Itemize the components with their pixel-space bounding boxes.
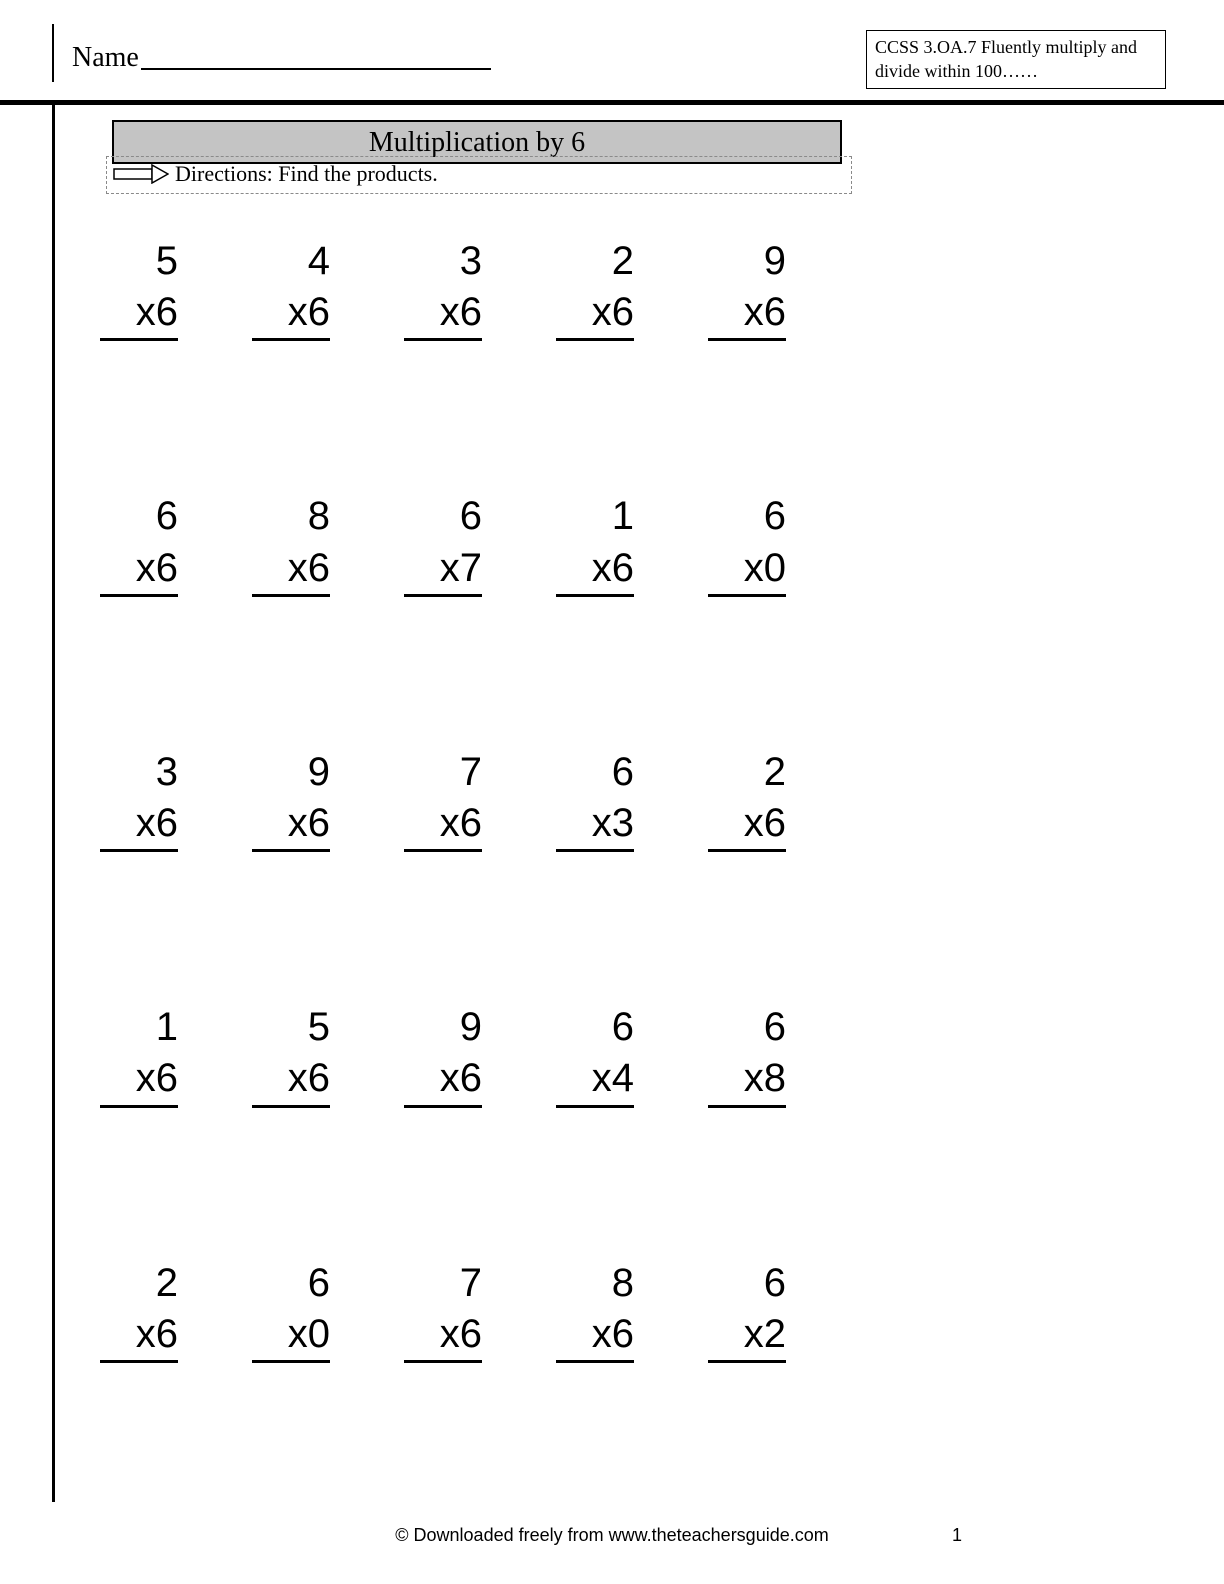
multiplication-problem: 2x6 bbox=[100, 1258, 178, 1363]
multiplier-row: x0 bbox=[252, 1309, 330, 1363]
multiplicand: 6 bbox=[252, 1258, 330, 1309]
multiplication-problem: 5x6 bbox=[100, 236, 178, 341]
problems-grid: 5x64x63x62x69x66x68x66x71x66x03x69x67x66… bbox=[100, 236, 860, 1363]
multiplier-row: x0 bbox=[708, 543, 786, 597]
multiplicand: 6 bbox=[100, 491, 178, 542]
multiplicand: 9 bbox=[404, 1002, 482, 1053]
multiplication-problem: 1x6 bbox=[556, 491, 634, 596]
multiplier-row: x6 bbox=[252, 1053, 330, 1107]
multiplier-row: x6 bbox=[100, 798, 178, 852]
arrow-right-icon bbox=[113, 164, 169, 184]
multiplicand: 5 bbox=[252, 1002, 330, 1053]
multiplication-problem: 9x6 bbox=[404, 1002, 482, 1107]
multiplication-problem: 6x8 bbox=[708, 1002, 786, 1107]
multiplication-problem: 7x6 bbox=[404, 1258, 482, 1363]
multiplier-row: x3 bbox=[556, 798, 634, 852]
multiplication-problem: 5x6 bbox=[252, 1002, 330, 1107]
multiplication-problem: 6x2 bbox=[708, 1258, 786, 1363]
directions-box: Directions: Find the products. bbox=[106, 156, 852, 194]
multiplier-row: x6 bbox=[100, 287, 178, 341]
multiplication-problem: 1x6 bbox=[100, 1002, 178, 1107]
multiplication-problem: 2x6 bbox=[708, 747, 786, 852]
multiplication-problem: 8x6 bbox=[556, 1258, 634, 1363]
multiplier-row: x6 bbox=[708, 798, 786, 852]
multiplicand: 9 bbox=[252, 747, 330, 798]
multiplier-row: x6 bbox=[556, 1309, 634, 1363]
multiplicand: 1 bbox=[556, 491, 634, 542]
multiplier-row: x6 bbox=[100, 1053, 178, 1107]
multiplication-problem: 6x0 bbox=[252, 1258, 330, 1363]
page-number: 1 bbox=[952, 1525, 962, 1546]
directions-text: Directions: Find the products. bbox=[175, 161, 438, 187]
multiplicand: 6 bbox=[708, 1002, 786, 1053]
footer-credit: © Downloaded freely from www.theteachers… bbox=[0, 1525, 1224, 1546]
header-horizontal-rule bbox=[0, 100, 1224, 105]
name-leading-bar bbox=[52, 24, 54, 82]
multiplier-row: x6 bbox=[252, 543, 330, 597]
multiplication-problem: 3x6 bbox=[404, 236, 482, 341]
multiplication-problem: 6x0 bbox=[708, 491, 786, 596]
multiplier-row: x6 bbox=[404, 1309, 482, 1363]
multiplication-problem: 6x7 bbox=[404, 491, 482, 596]
name-label: Name bbox=[72, 42, 139, 74]
multiplicand: 8 bbox=[252, 491, 330, 542]
multiplier-row: x6 bbox=[100, 1309, 178, 1363]
multiplier-row: x6 bbox=[556, 543, 634, 597]
multiplicand: 9 bbox=[708, 236, 786, 287]
worksheet-title: Multiplication by 6 bbox=[369, 127, 585, 158]
multiplicand: 2 bbox=[708, 747, 786, 798]
name-field-row: Name bbox=[72, 42, 491, 74]
standard-box: CCSS 3.OA.7 Fluently multiply and divide… bbox=[866, 30, 1166, 89]
multiplicand: 1 bbox=[100, 1002, 178, 1053]
multiplier-row: x6 bbox=[404, 287, 482, 341]
multiplier-row: x6 bbox=[100, 543, 178, 597]
multiplier-row: x4 bbox=[556, 1053, 634, 1107]
multiplication-problem: 6x3 bbox=[556, 747, 634, 852]
multiplication-problem: 9x6 bbox=[252, 747, 330, 852]
multiplication-problem: 8x6 bbox=[252, 491, 330, 596]
multiplier-row: x6 bbox=[708, 287, 786, 341]
multiplicand: 6 bbox=[556, 747, 634, 798]
multiplicand: 2 bbox=[556, 236, 634, 287]
multiplication-problem: 9x6 bbox=[708, 236, 786, 341]
multiplicand: 6 bbox=[708, 491, 786, 542]
multiplicand: 3 bbox=[100, 747, 178, 798]
multiplicand: 8 bbox=[556, 1258, 634, 1309]
multiplicand: 6 bbox=[708, 1258, 786, 1309]
multiplier-row: x6 bbox=[556, 287, 634, 341]
multiplication-problem: 3x6 bbox=[100, 747, 178, 852]
multiplicand: 7 bbox=[404, 747, 482, 798]
multiplier-row: x2 bbox=[708, 1309, 786, 1363]
multiplicand: 5 bbox=[100, 236, 178, 287]
multiplication-problem: 6x4 bbox=[556, 1002, 634, 1107]
left-vertical-rule bbox=[52, 100, 55, 1502]
multiplication-problem: 7x6 bbox=[404, 747, 482, 852]
multiplier-row: x6 bbox=[404, 1053, 482, 1107]
name-blank-line[interactable] bbox=[141, 68, 491, 70]
multiplicand: 3 bbox=[404, 236, 482, 287]
multiplication-problem: 6x6 bbox=[100, 491, 178, 596]
multiplier-row: x8 bbox=[708, 1053, 786, 1107]
multiplicand: 6 bbox=[556, 1002, 634, 1053]
multiplicand: 7 bbox=[404, 1258, 482, 1309]
standard-text: CCSS 3.OA.7 Fluently multiply and divide… bbox=[875, 37, 1137, 81]
multiplicand: 6 bbox=[404, 491, 482, 542]
multiplication-problem: 2x6 bbox=[556, 236, 634, 341]
multiplicand: 4 bbox=[252, 236, 330, 287]
multiplication-problem: 4x6 bbox=[252, 236, 330, 341]
multiplicand: 2 bbox=[100, 1258, 178, 1309]
multiplier-row: x7 bbox=[404, 543, 482, 597]
multiplier-row: x6 bbox=[404, 798, 482, 852]
multiplier-row: x6 bbox=[252, 798, 330, 852]
multiplier-row: x6 bbox=[252, 287, 330, 341]
